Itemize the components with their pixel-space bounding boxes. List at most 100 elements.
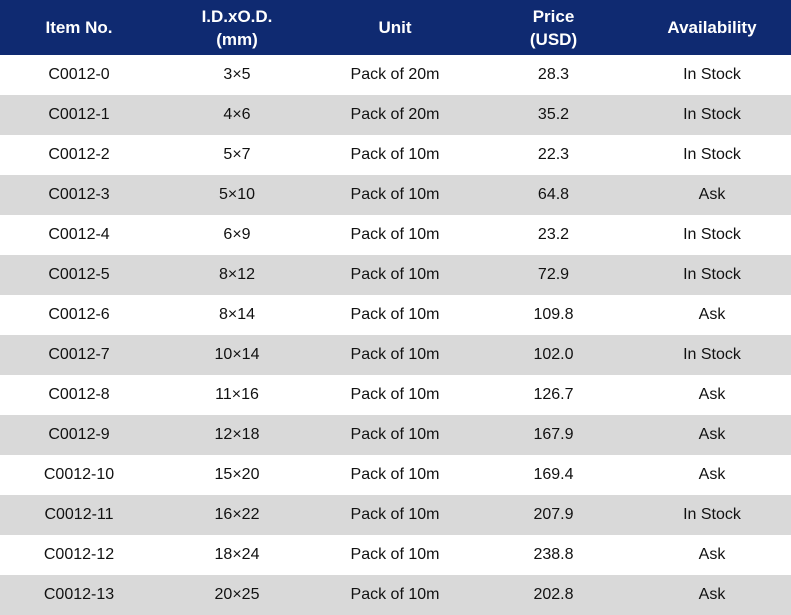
price-cell: 238.8 (533, 546, 574, 563)
item-no-cell: C0012-2 (48, 146, 110, 163)
table-row: C0012-5 8×12 Pack of 10m 72.9 In Stock (0, 255, 791, 295)
id-od-cell: 6×9 (223, 226, 251, 243)
id-od-header: I.D.xO.D. (mm) (158, 0, 316, 55)
price-cell: 22.3 (537, 146, 570, 163)
item-no-cell: C0012-11 (44, 506, 114, 523)
availability-cell: Ask (698, 186, 726, 203)
unit-cell: Pack of 10m (350, 346, 440, 363)
price-header: Price (USD) (474, 0, 633, 55)
id-od-cell: 12×18 (214, 426, 260, 443)
id-od-cell: 10×14 (214, 346, 260, 363)
availability-header: Availability (633, 0, 791, 55)
availability-cell: In Stock (683, 266, 741, 283)
header-label: I.D.xO.D. (201, 6, 273, 26)
price-cell: 28.3 (537, 66, 570, 83)
id-od-cell: 18×24 (214, 546, 260, 563)
table-row: C0012-0 3×5 Pack of 20m 28.3 In Stock (0, 55, 791, 95)
table-header: Item No. I.D.xO.D. (mm) Unit Price (USD) Avail… (0, 0, 791, 55)
availability-cell: Ask (698, 546, 726, 563)
availability-cell: In Stock (683, 106, 741, 123)
unit-cell: Pack of 10m (350, 386, 440, 403)
unit-cell: Pack of 10m (350, 306, 440, 323)
id-od-cell: 15×20 (214, 466, 260, 483)
id-od-cell: 4×6 (223, 106, 251, 123)
id-od-cell: 20×25 (214, 586, 260, 603)
availability-cell: Ask (698, 306, 726, 323)
table-row: C0012-9 12×18 Pack of 10m 167.9 Ask (0, 415, 791, 455)
price-cell: 169.4 (533, 466, 574, 483)
availability-cell: Ask (698, 466, 726, 483)
item-no-cell: C0012-5 (48, 266, 110, 283)
table-row: C0012-13 20×25 Pack of 10m 202.8 Ask (0, 575, 791, 615)
id-od-cell: 5×7 (223, 146, 251, 163)
table-row: C0012-3 5×10 Pack of 10m 64.8 Ask (0, 175, 791, 215)
table-row: C0012-10 15×20 Pack of 10m 169.4 Ask (0, 455, 791, 495)
price-cell: 202.8 (533, 586, 574, 603)
unit-cell: Pack of 20m (350, 106, 440, 123)
table-row: C0012-1 4×6 Pack of 20m 35.2 In Stock (0, 95, 791, 135)
availability-cell: Ask (698, 386, 726, 403)
price-cell: 109.8 (533, 306, 574, 323)
item-no-cell: C0012-6 (48, 306, 110, 323)
header-label: (mm) (216, 29, 258, 49)
unit-cell: Pack of 10m (350, 546, 440, 563)
availability-cell: In Stock (683, 346, 741, 363)
header-label: Item No. (45, 18, 113, 37)
id-od-cell: 8×12 (218, 266, 256, 283)
header-row: Item No. I.D.xO.D. (mm) Unit Price (USD) Avail… (0, 0, 791, 55)
item-no-cell: C0012-4 (48, 226, 110, 243)
unit-cell: Pack of 20m (350, 66, 440, 83)
availability-cell: In Stock (683, 66, 741, 83)
unit-cell: Pack of 10m (350, 226, 440, 243)
item-no-header: Item No. (0, 0, 158, 55)
availability-cell: In Stock (683, 506, 741, 523)
table-row: C0012-8 11×16 Pack of 10m 126.7 Ask (0, 375, 791, 415)
unit-cell: Pack of 10m (350, 146, 440, 163)
price-cell: 35.2 (537, 106, 570, 123)
unit-cell: Pack of 10m (350, 586, 440, 603)
item-no-cell: C0012-7 (48, 346, 110, 363)
unit-header: Unit (316, 0, 474, 55)
header-label: Availability (667, 18, 757, 37)
price-cell: 72.9 (537, 266, 570, 283)
unit-cell: Pack of 10m (350, 506, 440, 523)
id-od-cell: 16×22 (214, 506, 260, 523)
availability-cell: In Stock (683, 146, 741, 163)
price-cell: 207.9 (533, 506, 574, 523)
table-row: C0012-11 16×22 Pack of 10m 207.9 In Stock (0, 495, 791, 535)
price-cell: 64.8 (537, 186, 570, 203)
item-no-cell: C0012-12 (43, 546, 115, 563)
header-label: Price (532, 6, 575, 26)
availability-cell: In Stock (683, 226, 741, 243)
item-no-cell: C0012-0 (48, 66, 110, 83)
item-no-cell: C0012-1 (48, 106, 110, 123)
unit-cell: Pack of 10m (350, 466, 440, 483)
id-od-cell: 8×14 (218, 306, 256, 323)
table-body: C0012-0 3×5 Pack of 20m 28.3 In Stock C0012-1… (0, 55, 791, 615)
item-no-cell: C0012-10 (43, 466, 115, 483)
item-no-cell: C0012-13 (43, 586, 115, 603)
availability-cell: Ask (698, 426, 726, 443)
table-row: C0012-7 10×14 Pack of 10m 102.0 In Stock (0, 335, 791, 375)
price-cell: 102.0 (533, 346, 574, 363)
unit-cell: Pack of 10m (350, 266, 440, 283)
item-no-cell: C0012-8 (48, 386, 110, 403)
table-row: C0012-2 5×7 Pack of 10m 22.3 In Stock (0, 135, 791, 175)
price-cell: 167.9 (533, 426, 574, 443)
price-cell: 23.2 (537, 226, 570, 243)
table-row: C0012-4 6×9 Pack of 10m 23.2 In Stock (0, 215, 791, 255)
id-od-cell: 3×5 (223, 66, 251, 83)
item-no-cell: C0012-9 (48, 426, 110, 443)
unit-cell: Pack of 10m (350, 186, 440, 203)
table-row: C0012-12 18×24 Pack of 10m 238.8 Ask (0, 535, 791, 575)
item-no-cell: C0012-3 (48, 186, 110, 203)
header-label: Unit (378, 18, 412, 37)
availability-cell: Ask (698, 586, 726, 603)
price-cell: 126.7 (533, 386, 574, 403)
table-row: C0012-6 8×14 Pack of 10m 109.8 Ask (0, 295, 791, 335)
id-od-cell: 5×10 (218, 186, 256, 203)
header-label: (USD) (529, 29, 578, 49)
unit-cell: Pack of 10m (350, 426, 440, 443)
id-od-cell: 11×16 (215, 386, 259, 403)
